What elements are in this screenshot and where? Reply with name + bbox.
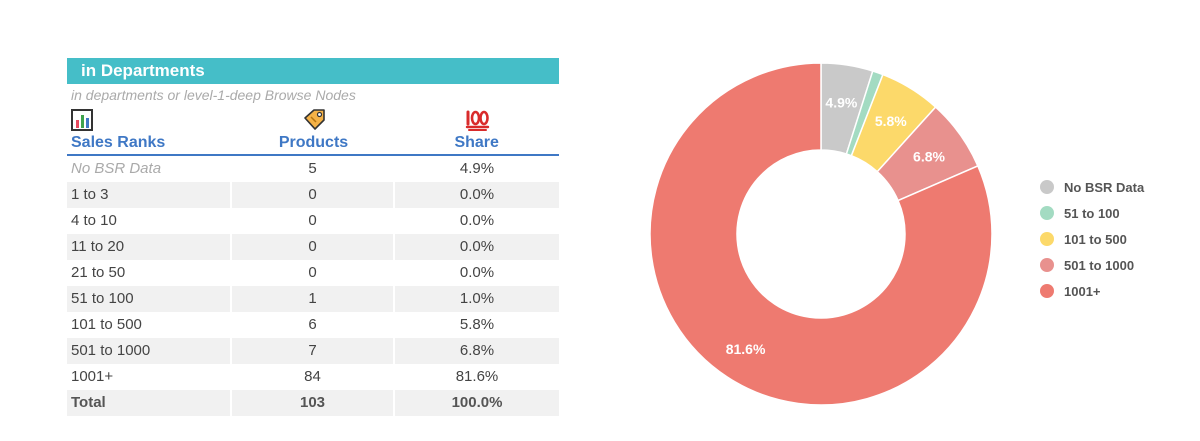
header-sales-ranks: Sales Ranks (67, 106, 233, 154)
table-title: in Departments (67, 58, 559, 84)
share-cell: 81.6% (393, 364, 559, 390)
table-row: 1001+ 84 81.6% (67, 364, 559, 390)
table-row: 1 to 3 0 0.0% (67, 182, 559, 208)
table-subtitle: in departments or level-1-deep Browse No… (71, 87, 356, 103)
table-row: 501 to 1000 7 6.8% (67, 338, 559, 364)
legend-label: 1001+ (1064, 283, 1101, 299)
rank-cell: 11 to 20 (71, 238, 125, 255)
share-cell: 0.0% (393, 260, 559, 286)
products-cell: 84 (230, 364, 393, 390)
share-cell: 5.8% (393, 312, 559, 338)
share-cell: 0.0% (393, 208, 559, 234)
share-cell: 1.0% (393, 286, 559, 312)
legend-swatch (1040, 284, 1054, 298)
share-cell: 0.0% (393, 182, 559, 208)
table-row: 51 to 100 1 1.0% (67, 286, 559, 312)
total-products-cell: 103 (230, 390, 393, 416)
legend-label: 51 to 100 (1064, 205, 1120, 221)
share-cell: 6.8% (393, 338, 559, 364)
share-cell: 4.9% (393, 156, 559, 182)
price-tag-icon (303, 109, 325, 130)
header-share-label: Share (454, 134, 499, 151)
rank-cell: 4 to 10 (71, 212, 117, 229)
products-cell: 0 (230, 234, 393, 260)
table-total-row: Total 103 100.0% (67, 390, 559, 416)
legend-item: 501 to 1000 (1040, 252, 1144, 278)
donut-slice (650, 62, 993, 406)
products-cell: 5 (230, 156, 393, 182)
table-row: No BSR Data 5 4.9% (67, 156, 559, 182)
legend-swatch (1040, 180, 1054, 194)
rank-cell: 51 to 100 (71, 290, 134, 307)
slice-data-label: 6.8% (913, 148, 945, 164)
legend-item: No BSR Data (1040, 174, 1144, 200)
table-row: 21 to 50 0 0.0% (67, 260, 559, 286)
header-products: Products (233, 106, 395, 154)
legend-label: 101 to 500 (1064, 231, 1127, 247)
total-label-cell: Total (71, 394, 106, 411)
table-row: 4 to 10 0 0.0% (67, 208, 559, 234)
chart-legend: No BSR Data 51 to 100 101 to 500 501 to 100… (1040, 174, 1144, 304)
products-cell: 0 (230, 260, 393, 286)
total-share-cell: 100.0% (393, 390, 559, 416)
bar-chart-icon (71, 109, 93, 131)
products-cell: 6 (230, 312, 393, 338)
products-cell: 7 (230, 338, 393, 364)
legend-item: 101 to 500 (1040, 226, 1144, 252)
slice-data-label: 4.9% (825, 95, 857, 111)
header-products-label: Products (278, 134, 349, 151)
products-cell: 0 (230, 208, 393, 234)
legend-item: 1001+ (1040, 278, 1144, 304)
legend-swatch (1040, 206, 1054, 220)
table-row: 11 to 20 0 0.0% (67, 234, 559, 260)
table-header-row: Sales Ranks Products Share (67, 106, 559, 156)
departments-table: in Departments in departments or level-1… (67, 58, 559, 416)
rank-cell: 21 to 50 (71, 264, 126, 281)
donut-chart: 4.9% 5.8% 6.8% 81.6% (650, 62, 993, 406)
header-share: Share (394, 106, 559, 154)
rank-cell: 501 to 1000 (71, 342, 151, 359)
legend-item: 51 to 100 (1040, 200, 1144, 226)
slice-data-label: 5.8% (875, 113, 907, 129)
products-cell: 1 (230, 286, 393, 312)
rank-cell: No BSR Data (71, 160, 162, 177)
hundred-points-icon (465, 110, 489, 131)
legend-swatch (1040, 258, 1054, 272)
rank-cell: 1001+ (71, 368, 114, 385)
rank-cell: 1 to 3 (71, 186, 109, 203)
share-cell: 0.0% (393, 234, 559, 260)
legend-label: No BSR Data (1064, 179, 1145, 195)
legend-label: 501 to 1000 (1064, 257, 1135, 273)
products-cell: 0 (230, 182, 393, 208)
table-row: 101 to 500 6 5.8% (67, 312, 559, 338)
slice-data-label: 81.6% (726, 341, 766, 357)
legend-swatch (1040, 232, 1054, 246)
rank-cell: 101 to 500 (71, 316, 142, 333)
header-sales-ranks-label: Sales Ranks (71, 134, 166, 151)
